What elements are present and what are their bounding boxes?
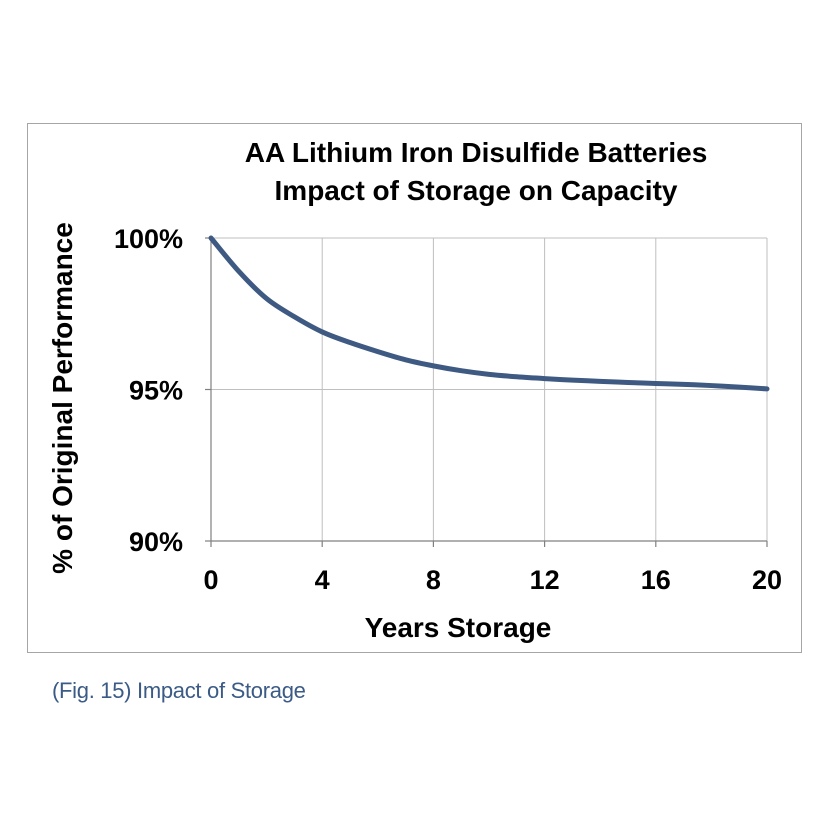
series-layer: [208, 235, 770, 392]
chart-title-line-1: AA Lithium Iron Disulfide Batteries: [245, 137, 708, 168]
chart-title-line-2: Impact of Storage on Capacity: [275, 175, 678, 206]
figure-caption: (Fig. 15) Impact of Storage: [52, 678, 306, 703]
x-tick-label: 4: [315, 565, 330, 595]
y-axis-label: % of Original Performance: [47, 222, 78, 574]
x-tick-label: 12: [530, 565, 560, 595]
chart-frame: [27, 123, 802, 653]
gridlines: [211, 237, 768, 541]
y-tick-label: 100%: [114, 224, 183, 254]
x-tick-label: 8: [426, 565, 441, 595]
x-tick-label: 0: [203, 565, 218, 595]
x-tick-label: 16: [641, 565, 671, 595]
x-axis-label: Years Storage: [365, 612, 552, 643]
series-line-capacity: [208, 235, 770, 392]
axes: 0 4 8 12 16 20 90% 95% 100%: [114, 224, 782, 595]
chart-text: AA Lithium Iron Disulfide Batteries Impa…: [47, 137, 707, 643]
y-tick-label: 95%: [129, 376, 183, 406]
x-tick-label: 20: [752, 565, 782, 595]
y-tick-label: 90%: [129, 527, 183, 557]
